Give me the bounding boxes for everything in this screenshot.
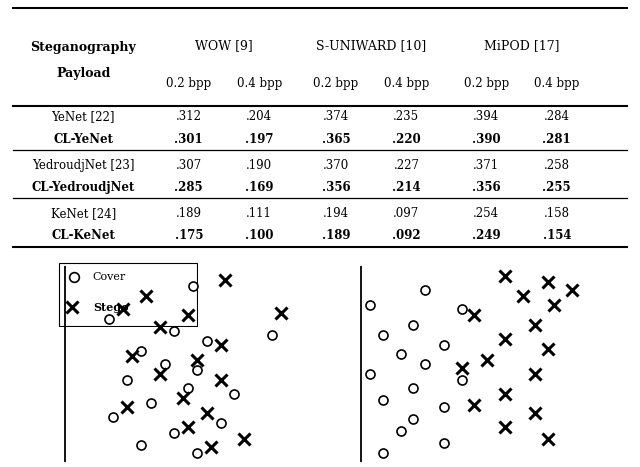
Text: YeNet [22]: YeNet [22] bbox=[51, 111, 115, 123]
Text: Stego: Stego bbox=[93, 302, 129, 313]
Text: .312: .312 bbox=[176, 111, 202, 123]
Text: .111: .111 bbox=[246, 207, 272, 220]
Text: 0.2 bpp: 0.2 bpp bbox=[464, 77, 509, 90]
Text: .235: .235 bbox=[394, 111, 419, 123]
Text: .365: .365 bbox=[322, 133, 350, 146]
Text: .285: .285 bbox=[175, 181, 203, 194]
Text: .284: .284 bbox=[544, 111, 570, 123]
Text: .190: .190 bbox=[246, 159, 272, 172]
Text: .194: .194 bbox=[323, 207, 349, 220]
Text: .100: .100 bbox=[245, 229, 273, 242]
Text: .255: .255 bbox=[543, 181, 571, 194]
Text: CL-YeNet: CL-YeNet bbox=[53, 133, 113, 146]
Text: .158: .158 bbox=[544, 207, 570, 220]
Text: .254: .254 bbox=[474, 207, 499, 220]
Text: .214: .214 bbox=[392, 181, 420, 194]
Text: 0.4 bpp: 0.4 bpp bbox=[237, 77, 282, 90]
Text: .220: .220 bbox=[392, 133, 420, 146]
Text: Cover: Cover bbox=[93, 272, 126, 282]
Text: .197: .197 bbox=[245, 133, 273, 146]
Text: .374: .374 bbox=[323, 111, 349, 123]
Text: 0.2 bpp: 0.2 bpp bbox=[166, 77, 211, 90]
Text: MiPOD [17]: MiPOD [17] bbox=[484, 39, 559, 52]
Text: .189: .189 bbox=[322, 229, 350, 242]
Text: .175: .175 bbox=[175, 229, 203, 242]
Text: .301: .301 bbox=[175, 133, 203, 146]
Text: .204: .204 bbox=[246, 111, 272, 123]
Text: S-UNIWARD [10]: S-UNIWARD [10] bbox=[316, 39, 426, 52]
Text: .394: .394 bbox=[473, 111, 500, 123]
Text: .356: .356 bbox=[472, 181, 500, 194]
Text: .189: .189 bbox=[176, 207, 202, 220]
Text: .154: .154 bbox=[543, 229, 571, 242]
Text: .169: .169 bbox=[245, 181, 273, 194]
Text: .390: .390 bbox=[472, 133, 500, 146]
Text: .249: .249 bbox=[472, 229, 500, 242]
Text: Steganography: Steganography bbox=[30, 42, 136, 55]
Text: .356: .356 bbox=[322, 181, 350, 194]
Text: .097: .097 bbox=[393, 207, 420, 220]
Text: 0.4 bpp: 0.4 bpp bbox=[384, 77, 429, 90]
Text: .371: .371 bbox=[474, 159, 499, 172]
Text: KeNet [24]: KeNet [24] bbox=[51, 207, 116, 220]
Text: .281: .281 bbox=[543, 133, 571, 146]
Text: CL-YedroudjNet: CL-YedroudjNet bbox=[31, 181, 135, 194]
FancyBboxPatch shape bbox=[59, 263, 197, 325]
Text: .370: .370 bbox=[323, 159, 349, 172]
Text: 0.2 bpp: 0.2 bpp bbox=[314, 77, 358, 90]
Text: .307: .307 bbox=[175, 159, 202, 172]
Text: YedroudjNet [23]: YedroudjNet [23] bbox=[32, 159, 134, 172]
Text: WOW [9]: WOW [9] bbox=[195, 39, 253, 52]
Text: 0.4 bpp: 0.4 bpp bbox=[534, 77, 579, 90]
Text: .258: .258 bbox=[544, 159, 570, 172]
Text: .227: .227 bbox=[394, 159, 419, 172]
Text: Payload: Payload bbox=[56, 67, 110, 80]
Text: CL-KeNet: CL-KeNet bbox=[51, 229, 115, 242]
Text: .092: .092 bbox=[392, 229, 420, 242]
